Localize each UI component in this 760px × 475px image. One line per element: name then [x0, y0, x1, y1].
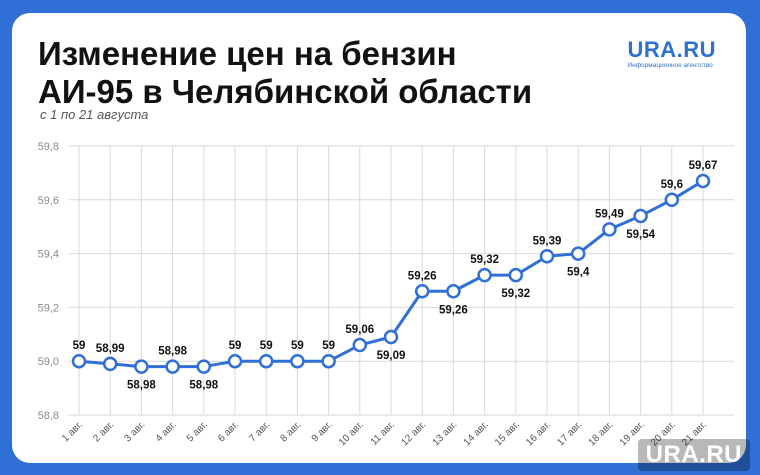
data-label: 59,06	[345, 324, 374, 336]
x-tick-label: 11 авг.	[369, 419, 397, 447]
x-tick-label: 16 авг.	[524, 419, 553, 448]
data-label: 59,26	[408, 270, 437, 282]
data-point	[508, 267, 524, 283]
chart-title: Изменение цен на бензин АИ-95 в Челябинс…	[38, 35, 532, 111]
data-point	[383, 329, 399, 345]
x-tick-label: 8 авг.	[278, 419, 303, 444]
data-point	[196, 359, 212, 374]
data-point	[633, 208, 648, 224]
y-tick-label: 59,6	[38, 195, 59, 207]
data-point	[258, 353, 274, 369]
data-point	[352, 337, 368, 353]
data-point	[570, 246, 586, 261]
data-label: 59,49	[595, 208, 624, 220]
data-label: 59	[73, 340, 86, 352]
data-point	[165, 359, 180, 374]
x-tick-label: 12 авг.	[399, 419, 428, 448]
x-tick-label: 6 авг.	[216, 419, 241, 444]
y-tick-label: 59,2	[38, 302, 59, 314]
data-point	[290, 353, 305, 369]
data-label: 59,32	[470, 254, 499, 266]
line-chart: 58,8 59,0 59,2 59,4 59,6 59,8 1 авг. 2 авг. 3 ав…	[38, 141, 734, 448]
data-point	[446, 284, 461, 299]
y-tick-label: 59,4	[38, 249, 59, 261]
chart-card: Изменение цен на бензин АИ-95 в Челябинс…	[12, 13, 746, 463]
x-tick-label: 10 авг.	[337, 419, 366, 448]
x-tick-label: 5 авг.	[185, 419, 210, 444]
data-point	[664, 192, 680, 208]
chart-title-line-1: Изменение цен на бензин	[38, 35, 457, 72]
data-label: 59,09	[377, 350, 406, 362]
data-point	[134, 359, 149, 374]
logo-tagline: Информационное агентство	[627, 62, 713, 69]
x-tick-label: 17 авг.	[555, 419, 584, 448]
data-label: 59	[322, 340, 335, 352]
data-label: 59,6	[661, 179, 683, 191]
data-label: 59,32	[501, 288, 530, 300]
x-tick-label: 15 авг.	[493, 419, 522, 448]
data-point	[602, 222, 617, 237]
x-tick-label: 2 авг.	[91, 419, 116, 444]
data-label: 59	[291, 340, 304, 352]
data-point	[71, 353, 87, 369]
data-label: 58,98	[189, 380, 218, 392]
x-tick-label: 3 авг.	[122, 419, 147, 444]
x-tick-label: 4 авг.	[154, 419, 179, 444]
x-tick-label: 14 авг.	[462, 419, 491, 448]
data-label: 58,98	[158, 346, 187, 358]
watermark-logo: URA.RU	[637, 439, 750, 471]
y-tick-label: 59,8	[38, 141, 59, 153]
data-label: 59,26	[439, 304, 468, 316]
data-label: 58,98	[127, 380, 156, 392]
data-point	[539, 249, 555, 264]
data-label: 59	[229, 340, 242, 352]
ura-logo[interactable]: URA.RU Информационное агентство	[627, 37, 716, 70]
data-point	[695, 173, 711, 189]
data-point	[321, 353, 336, 369]
chart-subtitle: с 1 по 21 августа	[40, 107, 149, 122]
chart-title-line-2: АИ-95 в Челябинской области	[38, 73, 533, 110]
data-point	[414, 284, 430, 299]
data-label: 59,67	[689, 160, 718, 172]
x-tick-label: 13 авг.	[431, 419, 460, 448]
data-label: 58,99	[96, 343, 125, 355]
data-label: 59,54	[626, 229, 655, 241]
data-point	[227, 353, 243, 369]
logo-text: URA.RU	[627, 37, 716, 62]
y-tick-label: 58,8	[38, 410, 59, 422]
data-point	[477, 267, 492, 283]
data-label: 59,4	[567, 267, 590, 279]
x-tick-label: 9 авг.	[310, 419, 335, 444]
x-tick-label: 7 авг.	[247, 419, 272, 444]
data-label: 59,39	[533, 235, 562, 247]
y-tick-label: 59,0	[38, 356, 59, 368]
data-point	[102, 356, 118, 372]
data-label: 59	[260, 340, 273, 352]
x-tick-label: 1 авг.	[60, 419, 85, 444]
x-tick-label: 18 авг.	[587, 419, 616, 448]
